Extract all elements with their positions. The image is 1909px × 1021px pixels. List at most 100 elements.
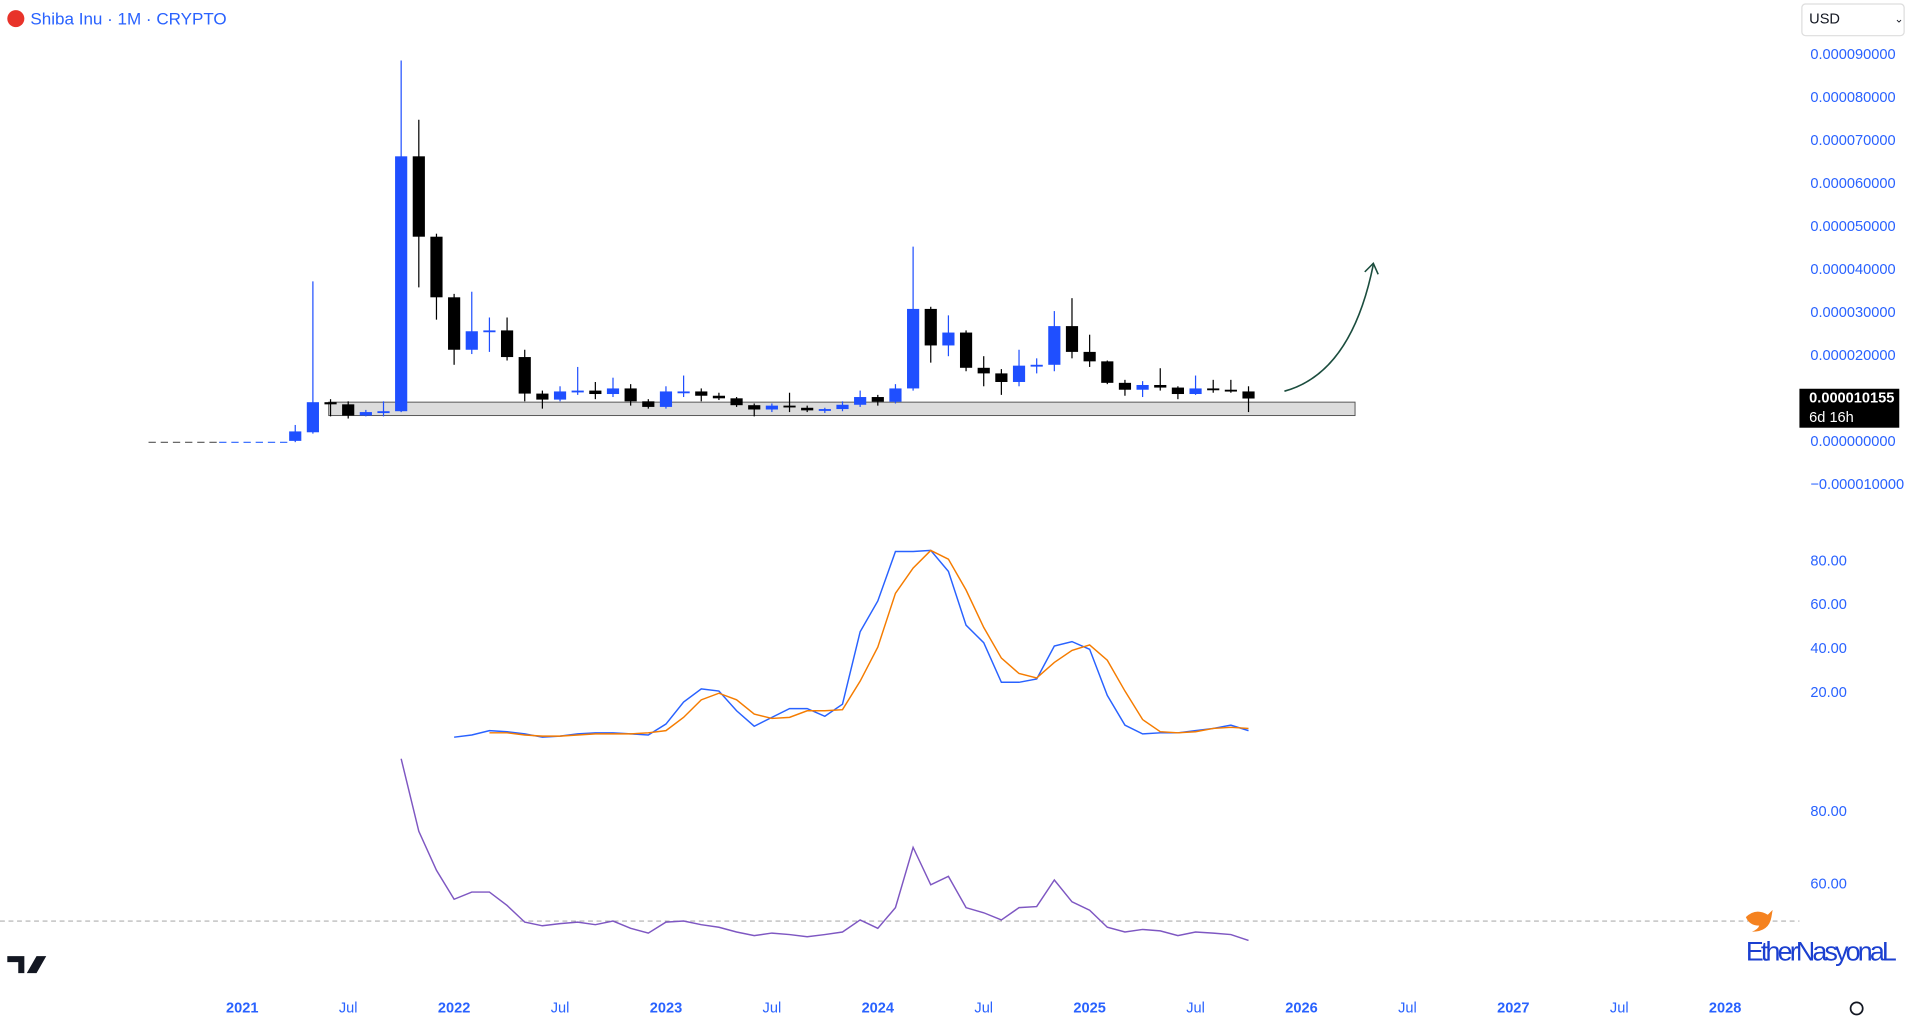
- y-tick-label: 80.00: [1810, 804, 1847, 820]
- x-tick-label: Jul: [1398, 1000, 1417, 1016]
- currency-select[interactable]: [1801, 3, 1905, 37]
- y-tick-label: 0.000020000: [1810, 348, 1895, 364]
- x-tick-label: 2022: [438, 1000, 470, 1016]
- candle-body: [1207, 388, 1220, 391]
- candle-body: [1118, 382, 1132, 390]
- y-tick-label: 20.00: [1810, 685, 1847, 701]
- symbol-icon: [7, 10, 25, 28]
- settings-icon[interactable]: [1849, 1001, 1864, 1016]
- candle-body: [642, 401, 655, 407]
- y-tick-label: 0.000030000: [1810, 305, 1895, 321]
- y-tick-label: 60.00: [1810, 597, 1847, 613]
- forecast-arrow-head: [1364, 261, 1379, 275]
- candle-body: [342, 404, 355, 416]
- y-tick-label: 60.00: [1810, 877, 1847, 893]
- candle-body: [1136, 384, 1149, 390]
- candle-body: [1048, 326, 1061, 365]
- x-tick-label: Jul: [974, 1000, 993, 1016]
- x-tick-label: 2027: [1497, 1000, 1529, 1016]
- candle-body: [695, 391, 708, 396]
- tv-logo: [7, 956, 47, 974]
- candle-body: [1171, 387, 1184, 395]
- y-tick-label: −0.000010000: [1810, 477, 1904, 493]
- candle-body: [500, 330, 514, 358]
- plot: 2021 Jul 2022 Jul 2023 Jul 2024 Jul 2025 Jul 2026 J…: [0, 47, 1904, 1016]
- candle-body: [659, 391, 673, 407]
- candle-body: [818, 409, 831, 411]
- x-tick-label: Jul: [1186, 1000, 1205, 1016]
- candle-body: [871, 397, 884, 402]
- candle-body: [553, 391, 567, 400]
- candle-body: [907, 308, 920, 389]
- y-tick-label: 0.000060000: [1810, 176, 1895, 192]
- y-tick-label: 0.000000000: [1810, 434, 1895, 450]
- candle-body: [712, 395, 726, 399]
- y-tick-label: 0.000080000: [1810, 90, 1895, 106]
- candle-body: [1154, 384, 1167, 388]
- y-tick-label: 0.000090000: [1810, 47, 1895, 63]
- y-tick-label: 80.00: [1810, 553, 1847, 569]
- candle-body: [536, 393, 549, 400]
- x-tick-label: 2026: [1285, 1000, 1317, 1016]
- indicator-line: [454, 549, 1249, 738]
- x-tick-label: Jul: [339, 1000, 358, 1016]
- y-tick-label: 0.000070000: [1810, 133, 1895, 149]
- candle-body: [977, 367, 990, 374]
- x-tick-label: 2025: [1073, 1000, 1105, 1016]
- candle-body: [995, 373, 1008, 382]
- x-tick-label: Jul: [763, 1000, 782, 1016]
- y-tick-label: 40.00: [1810, 641, 1847, 657]
- candle-body: [465, 331, 478, 350]
- candle-body: [1083, 351, 1096, 362]
- candle-body: [924, 308, 937, 346]
- candle-body: [1242, 391, 1255, 399]
- countdown: 6d 16h: [1809, 410, 1854, 426]
- candle-body: [765, 405, 778, 410]
- candle-body: [430, 236, 443, 298]
- candle-body: [801, 407, 814, 411]
- candle-body: [624, 388, 637, 402]
- candle-body: [412, 156, 425, 237]
- indicator-line: [400, 758, 1249, 942]
- candle-body: [1101, 361, 1114, 383]
- candle-body: [483, 330, 496, 333]
- candle-body: [836, 404, 849, 410]
- candle-body: [1012, 365, 1026, 382]
- candle-body: [606, 388, 620, 395]
- indicator-line: [489, 549, 1249, 737]
- x-tick-label: 2023: [650, 1000, 682, 1016]
- candle-body: [1030, 364, 1043, 367]
- forecast-arrow: [1284, 264, 1375, 392]
- candle-body: [395, 156, 408, 412]
- x-tick-label: 2021: [226, 1000, 258, 1016]
- candle-body: [306, 402, 319, 433]
- x-tick-label: Jul: [1610, 1000, 1629, 1016]
- candle-body: [448, 297, 461, 350]
- watermark: EtherNasyonaL: [1746, 937, 1897, 967]
- candle-body: [854, 397, 867, 405]
- candle-body: [324, 402, 337, 405]
- candle-body: [1189, 388, 1202, 395]
- candle-body: [677, 391, 690, 394]
- price-label-box: [1799, 388, 1900, 428]
- candle-body: [959, 332, 973, 368]
- x-tick-label: Jul: [551, 1000, 570, 1016]
- x-tick-label: 2024: [862, 1000, 895, 1016]
- candle-body: [589, 390, 602, 395]
- candle-body: [889, 388, 902, 402]
- last-price-label: 0.000010155: [1809, 390, 1894, 406]
- chart-title: Shiba Inu · 1M · CRYPTO: [30, 9, 226, 28]
- candle-body: [748, 405, 761, 410]
- currency-label: USD: [1809, 12, 1840, 28]
- candle-body: [359, 412, 372, 416]
- candle-body: [783, 405, 796, 408]
- candle-body: [730, 398, 743, 406]
- y-tick-label: 0.000040000: [1810, 262, 1895, 278]
- y-tick-label: 0.000050000: [1810, 219, 1895, 235]
- twitter-icon: [1745, 909, 1773, 932]
- candle-body: [1065, 326, 1079, 352]
- candle-body: [377, 411, 390, 414]
- candle-body: [1224, 389, 1237, 392]
